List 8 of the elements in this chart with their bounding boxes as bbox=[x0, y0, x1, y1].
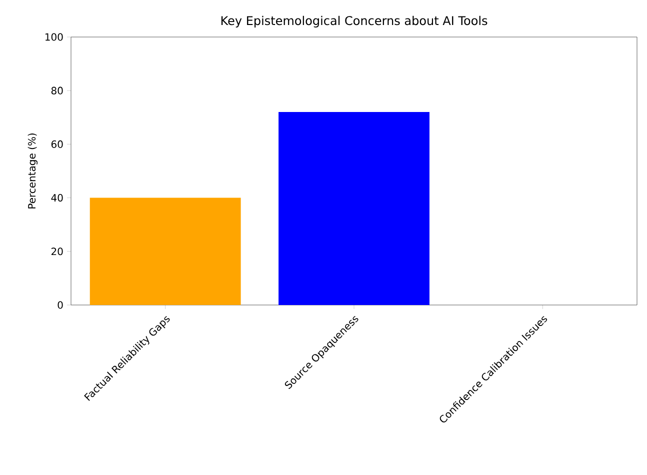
y-tick-label: 40 bbox=[51, 194, 63, 202]
y-tick-label: 60 bbox=[51, 140, 63, 148]
y-axis-title: Percentage (%) bbox=[28, 134, 38, 208]
y-tick-label: 20 bbox=[51, 248, 63, 256]
y-tick-label: 0 bbox=[58, 301, 63, 309]
y-tick-label: 80 bbox=[51, 86, 63, 94]
chart-title: Key Epistemological Concerns about AI Tools bbox=[221, 16, 488, 28]
y-tick-label: 100 bbox=[45, 33, 63, 41]
